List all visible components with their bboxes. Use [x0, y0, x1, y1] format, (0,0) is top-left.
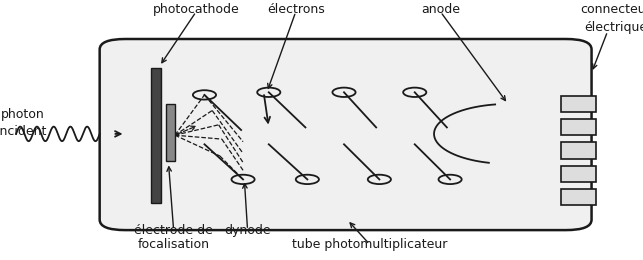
Text: électriques: électriques — [584, 21, 643, 34]
Text: incident: incident — [0, 125, 48, 138]
Bar — [561, 142, 596, 159]
Bar — [151, 68, 161, 203]
Text: électrode de: électrode de — [134, 224, 213, 237]
Bar — [561, 119, 596, 135]
Text: dynode: dynode — [224, 224, 271, 237]
Text: connecteurs: connecteurs — [580, 3, 643, 16]
Text: photocathode: photocathode — [153, 3, 239, 16]
Text: photon: photon — [1, 108, 44, 121]
Text: électrons: électrons — [267, 3, 325, 16]
Text: anode: anode — [421, 3, 460, 16]
Bar — [561, 96, 596, 112]
Bar — [561, 166, 596, 182]
Bar — [561, 189, 596, 205]
Bar — [166, 104, 175, 161]
Text: tube photomultiplicateur: tube photomultiplicateur — [292, 238, 448, 251]
Text: focalisation: focalisation — [138, 238, 210, 251]
FancyBboxPatch shape — [100, 39, 592, 230]
